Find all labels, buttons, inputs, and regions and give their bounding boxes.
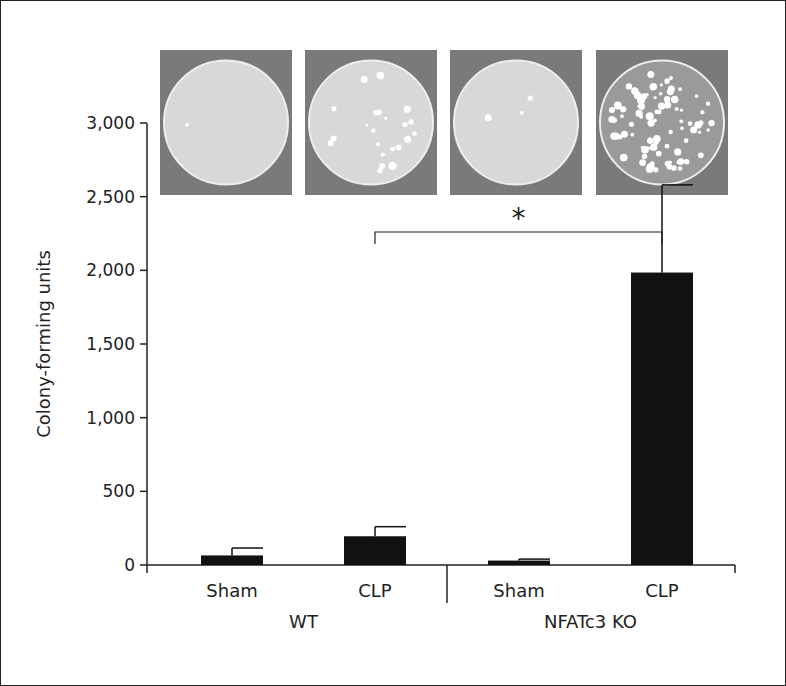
plate-image [596, 50, 728, 195]
frame [1, 1, 786, 686]
group-label: NFATc3 KO [544, 611, 637, 632]
y-tick [140, 270, 147, 272]
y-tick [140, 343, 147, 345]
bars [201, 185, 693, 565]
x-tick-label: CLP [645, 580, 679, 601]
y-tick [140, 417, 147, 419]
x-tick-label: CLP [358, 580, 392, 601]
plate-image [450, 50, 582, 195]
bar [631, 273, 693, 565]
bar [488, 561, 550, 565]
y-tick-label: 1,000 [86, 408, 135, 428]
chart: 0 500 1,000 1,500 2,000 2,500 3,000 Colony-form… [0, 0, 786, 686]
y-tick [140, 122, 147, 124]
error-bar [232, 548, 263, 555]
group-separator [446, 565, 448, 603]
x-tick-label: Sham [206, 580, 257, 601]
bar [201, 555, 263, 565]
error-bar [662, 185, 693, 273]
significance-label: * [512, 202, 526, 235]
y-tick-label: 1,500 [86, 334, 135, 354]
y-tick-label: 3,000 [86, 113, 135, 133]
error-bar [519, 559, 550, 560]
y-tick-label: 500 [103, 481, 135, 501]
x-axis-end [734, 565, 736, 573]
y-tick [140, 491, 147, 493]
y-tick [140, 196, 147, 198]
y-axis-label: Colony-forming units [33, 250, 54, 438]
plate-image [160, 50, 292, 195]
x-tick-label: Sham [493, 580, 544, 601]
bar [344, 536, 406, 565]
plate-image [305, 50, 437, 195]
error-bar [375, 527, 406, 537]
y-tick [140, 564, 147, 566]
y-tick-label: 2,000 [86, 260, 135, 280]
y-tick-label: 0 [124, 555, 135, 575]
y-tick-label: 2,500 [86, 187, 135, 207]
group-label: WT [289, 611, 319, 632]
x-axis-end [146, 565, 148, 573]
